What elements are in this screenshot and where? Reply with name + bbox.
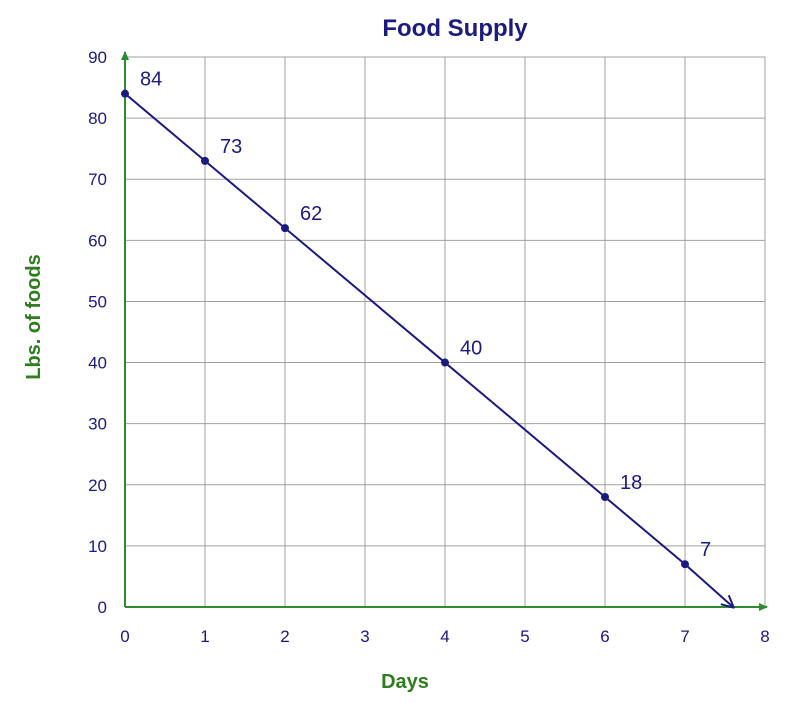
chart-title: Food Supply [382,15,528,42]
data-label-5: 7 [700,539,711,561]
data-label-3: 40 [460,338,482,360]
x-tick-label-3: 3 [360,627,369,646]
y-tick-labels: 0 10 20 30 40 50 60 70 80 90 [88,48,107,617]
y-tick-label-30: 30 [88,415,107,434]
y-tick-label-70: 70 [88,170,107,189]
y-tick-label-40: 40 [88,354,107,373]
x-axis-title: Days [381,671,429,693]
data-point-1 [201,156,209,165]
y-axis-title: Lbs. of foods [23,254,45,380]
x-tick-label-4: 4 [440,627,449,646]
grid [125,56,766,607]
data-point-2 [281,224,289,233]
y-tick-label-20: 20 [88,476,107,495]
data-point-0 [121,89,129,98]
data-point-3 [441,358,449,367]
y-tick-label-80: 80 [88,109,107,128]
axes [121,51,768,611]
y-tick-label-50: 50 [88,292,107,311]
data-label-2: 62 [300,203,322,225]
y-tick-label-90: 90 [88,48,107,67]
x-tick-label-0: 0 [120,627,129,646]
x-tick-label-6: 6 [600,627,609,646]
x-tick-label-7: 7 [680,627,689,646]
y-tick-label-10: 10 [88,537,107,556]
series-food-supply: 84 73 62 40 18 7 [121,69,733,607]
data-label-1: 73 [220,136,242,158]
x-tick-label-1: 1 [200,627,209,646]
x-tick-label-5: 5 [520,627,529,646]
data-point-5 [681,560,689,569]
series-line-0 [124,92,733,607]
x-tick-label-2: 2 [280,627,289,646]
x-tick-label-8: 8 [760,627,769,646]
x-tick-labels: 0 1 2 3 4 5 6 7 8 [120,627,769,646]
data-point-4 [601,493,609,501]
y-tick-label-0: 0 [98,598,107,617]
y-tick-label-60: 60 [88,231,107,250]
data-label-4: 18 [620,472,642,494]
data-label-0: 84 [140,69,162,91]
